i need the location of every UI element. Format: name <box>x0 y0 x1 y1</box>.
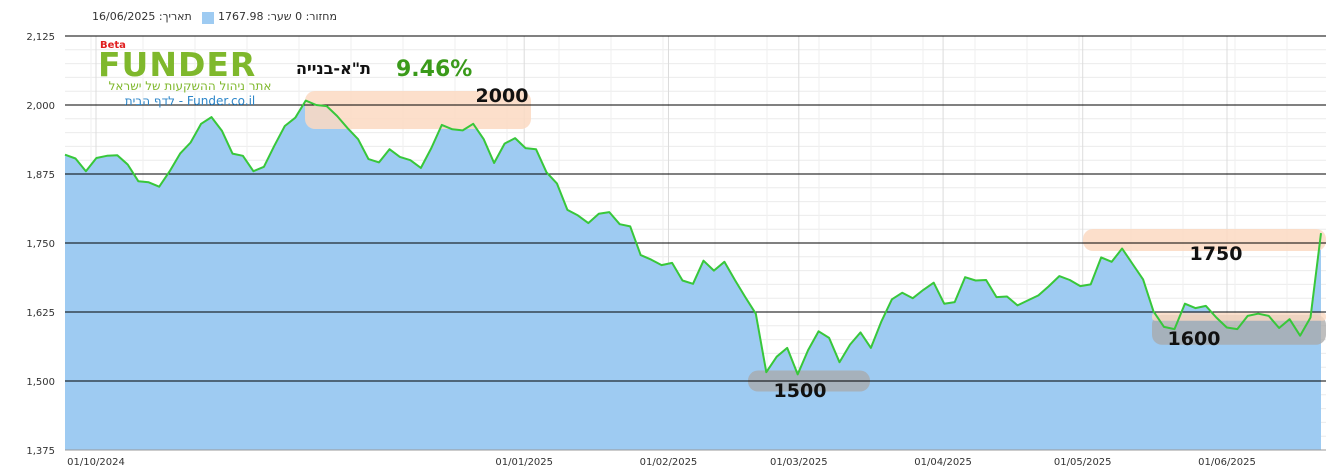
legend-swatch <box>202 12 214 24</box>
series-line <box>64 99 1322 376</box>
change-percent: 9.46% <box>396 57 473 82</box>
band-1600 <box>1152 314 1326 345</box>
brand-name: FUNDER <box>98 45 257 84</box>
band-1600-cap <box>1152 312 1326 321</box>
y-tick-label: 1,375 <box>26 446 55 457</box>
band-2000 <box>305 91 531 129</box>
x-tick-label: 01/05/2025 <box>1054 457 1112 468</box>
y-tick-label: 1,625 <box>26 308 55 319</box>
area-fill <box>65 100 1321 450</box>
level-label-1600: 1600 <box>1168 328 1221 350</box>
x-tick-label: 01/03/2025 <box>770 457 828 468</box>
instrument-name: ת"א-בנייה <box>296 59 371 78</box>
home-link[interactable]: Funder.co.il - לדף הבית <box>124 94 256 108</box>
level-label-2000: 2000 <box>476 85 529 107</box>
funder-logo[interactable]: Beta FUNDER אתר ניהול ההשקעות של ישראל F… <box>98 38 284 110</box>
x-tick-label: 01/06/2025 <box>1198 457 1256 468</box>
beta-badge: Beta <box>100 40 126 51</box>
band-1750 <box>1083 229 1326 251</box>
y-tick-label: 1,500 <box>26 377 55 388</box>
x-tick-label: 01/10/2024 <box>67 457 125 468</box>
y-tick-label: 2,000 <box>26 101 55 112</box>
x-tick-label: 01/04/2025 <box>914 457 972 468</box>
y-tick-label: 2,125 <box>26 32 55 43</box>
level-label-1750: 1750 <box>1190 243 1243 265</box>
logo-tagline: אתר ניהול ההשקעות של ישראל <box>108 79 272 93</box>
x-tick-label: 01/02/2025 <box>640 457 698 468</box>
level-label-1500: 1500 <box>774 380 827 402</box>
y-tick-label: 1,875 <box>26 170 55 181</box>
y-tick-label: 1,750 <box>26 239 55 250</box>
date-label: תאריך: 16/06/2025 <box>92 10 192 23</box>
x-tick-label: 01/01/2025 <box>495 457 553 468</box>
volume-label: מחזור: 0 שער: 1767.98 <box>218 10 337 23</box>
